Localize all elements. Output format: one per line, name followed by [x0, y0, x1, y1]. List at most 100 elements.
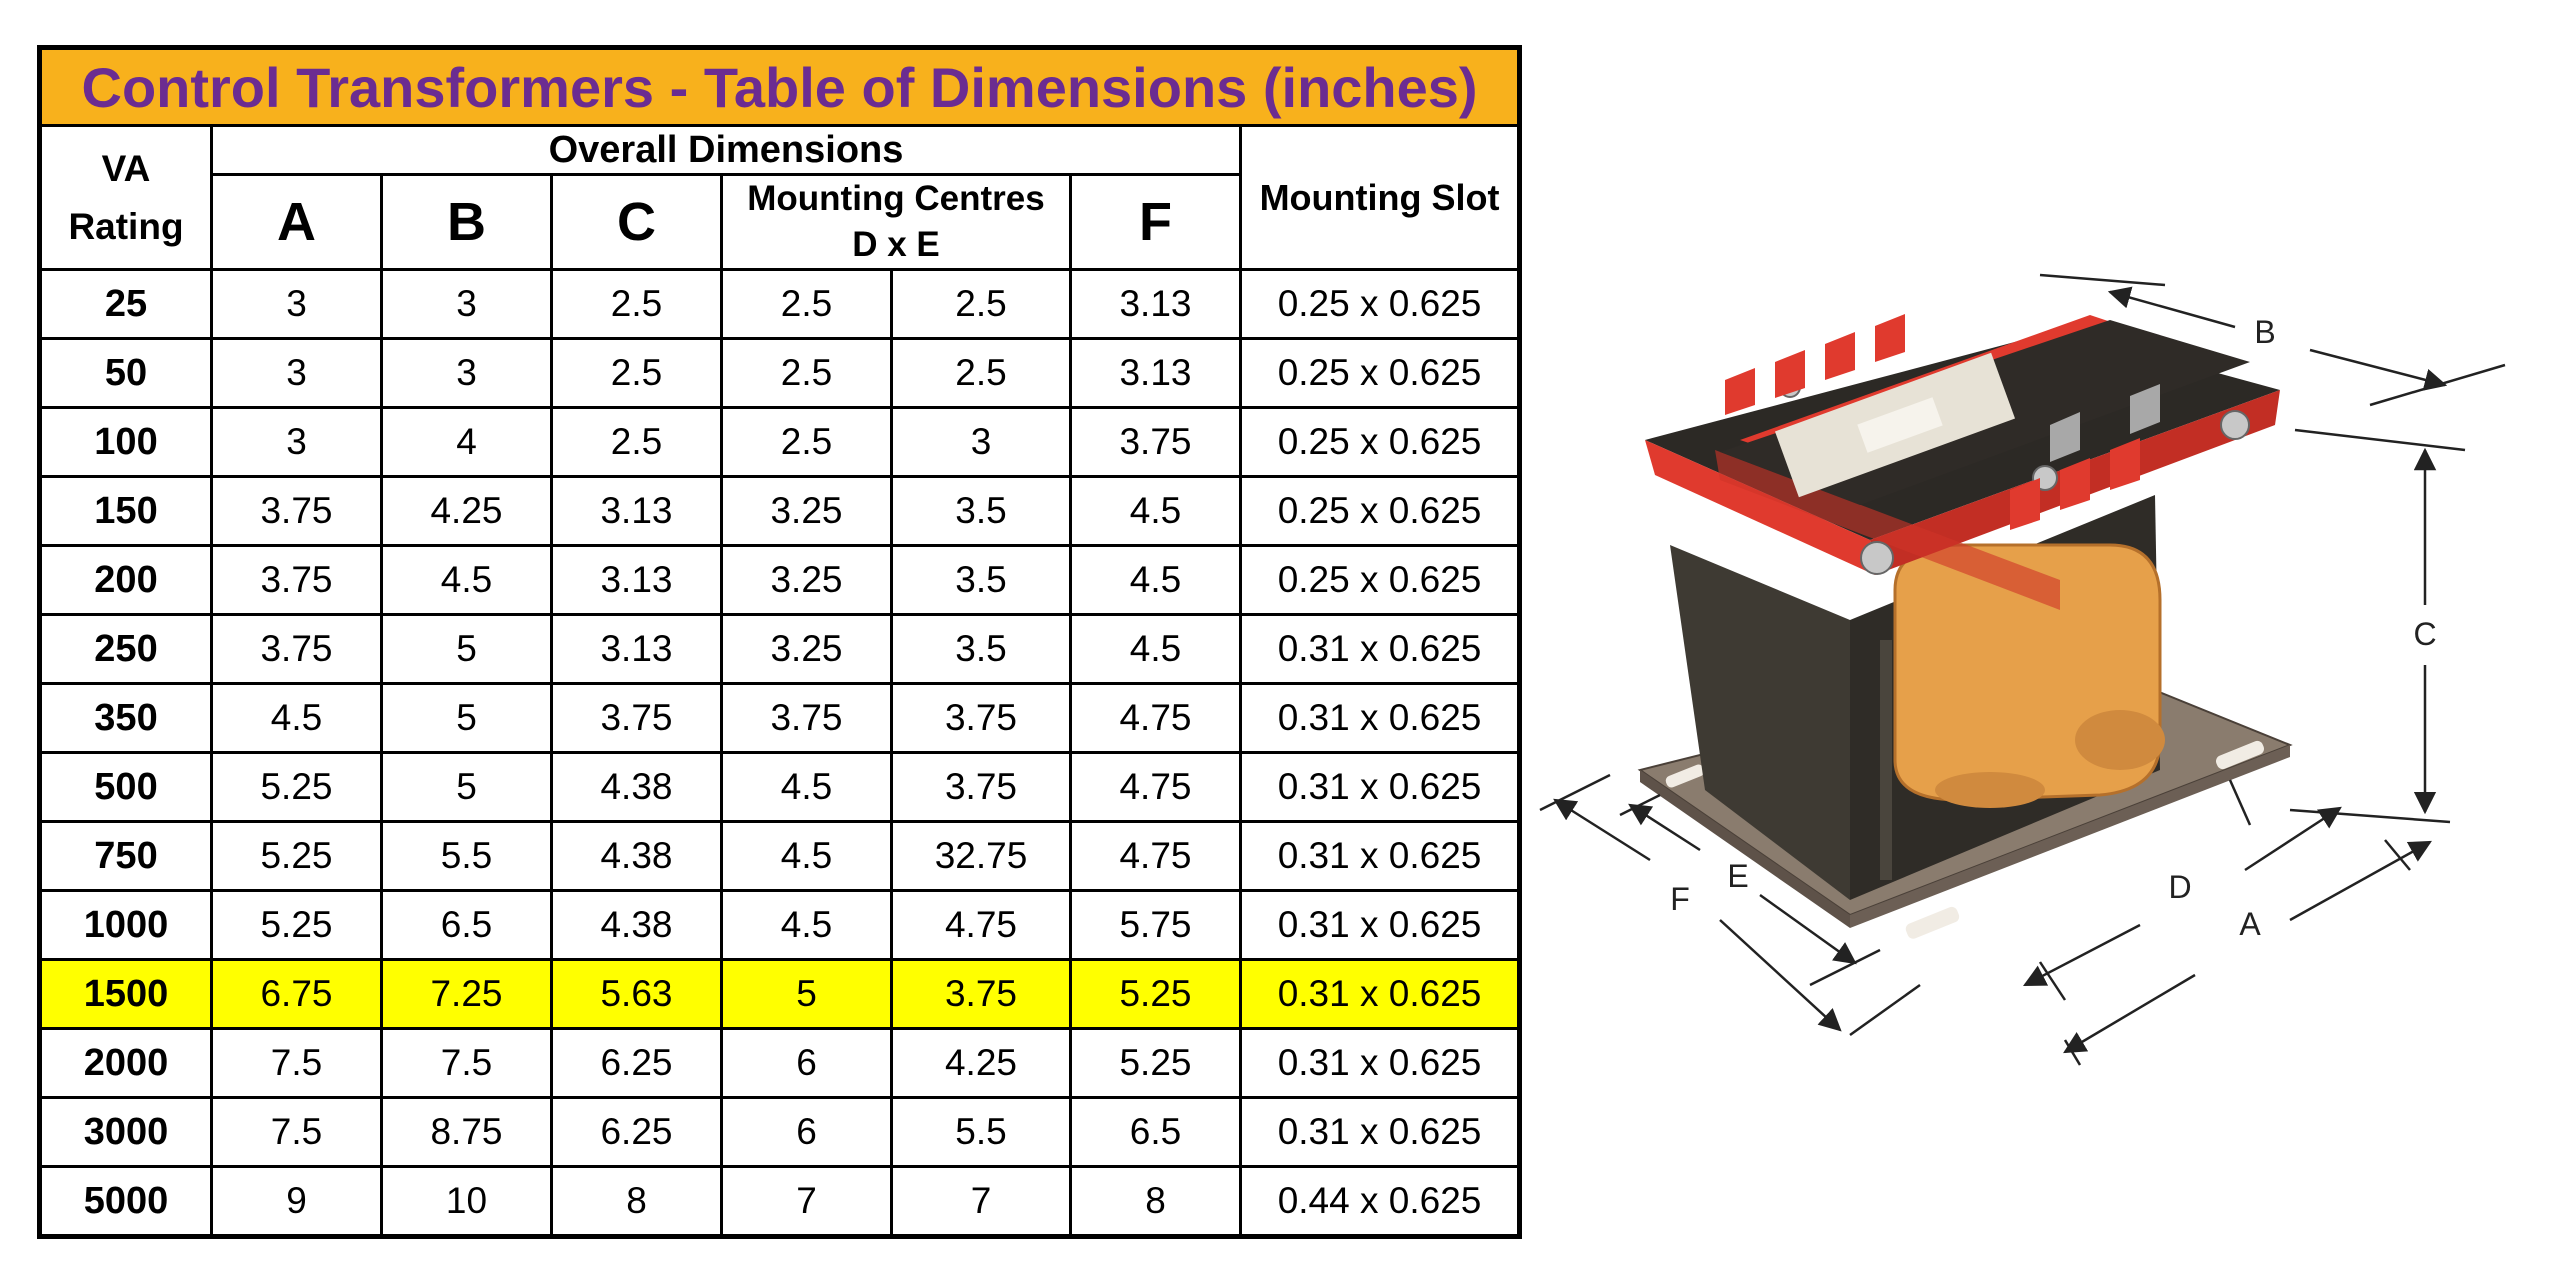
table-row: 500 5.25 5 4.38 4.5 3.75 4.75 0.31 x 0.625 [38, 751, 1522, 823]
cell-d: 3.75 [720, 682, 893, 754]
cell-b: 8.75 [380, 1096, 553, 1168]
cell-b: 4 [380, 406, 553, 478]
cell-slot: 0.31 x 0.625 [1238, 820, 1522, 892]
cell-e: 32.75 [890, 820, 1072, 892]
table-title: Control Transformers - Table of Dimensio… [37, 46, 1522, 127]
cell-slot: 0.25 x 0.625 [1238, 268, 1522, 340]
dim-label-d: D [2168, 869, 2191, 905]
cell-e: 3.5 [890, 544, 1072, 616]
dim-label-a: A [2239, 906, 2261, 942]
header-va-rating: VA Rating [38, 124, 213, 271]
cell-d: 6 [720, 1096, 893, 1168]
cell-f: 6.5 [1069, 1096, 1242, 1168]
cell-e: 4.25 [890, 1027, 1072, 1099]
cell-va: 250 [38, 613, 213, 685]
cell-slot: 0.25 x 0.625 [1238, 337, 1522, 409]
cell-va: 50 [38, 337, 213, 409]
cell-f: 4.75 [1069, 751, 1242, 823]
cell-va: 25 [38, 268, 213, 340]
cell-a: 5.25 [210, 751, 383, 823]
cell-b: 3 [380, 337, 553, 409]
cell-d: 3.25 [720, 475, 893, 547]
dim-label-e: E [1727, 858, 1748, 894]
header-mounting-slot: Mounting Slot [1238, 124, 1522, 271]
cell-a: 5.25 [210, 889, 383, 961]
dim-label-f: F [1670, 881, 1690, 917]
dimension-lines [1539, 273, 2506, 1066]
cell-b: 7.25 [380, 958, 553, 1030]
table-row: 350 4.5 5 3.75 3.75 3.75 4.75 0.31 x 0.625 [38, 682, 1522, 754]
dimensions-table: Control Transformers - Table of Dimensio… [37, 45, 1523, 1239]
cell-f: 5.75 [1069, 889, 1242, 961]
cell-c: 4.38 [550, 889, 723, 961]
cell-va: 750 [38, 820, 213, 892]
cell-c: 2.5 [550, 406, 723, 478]
header-overall-dimensions: Overall Dimensions [210, 124, 1242, 176]
table-row: 150 3.75 4.25 3.13 3.25 3.5 4.5 0.25 x 0.625 [38, 475, 1522, 547]
cell-e: 3.5 [890, 475, 1072, 547]
cell-b: 4.5 [380, 544, 553, 616]
cell-slot: 0.31 x 0.625 [1238, 889, 1522, 961]
dim-label-b: B [2254, 314, 2275, 350]
table-row: 3000 7.5 8.75 6.25 6 5.5 6.5 0.31 x 0.625 [38, 1096, 1522, 1168]
cell-va: 5000 [38, 1165, 213, 1238]
cell-f: 4.75 [1069, 820, 1242, 892]
cell-a: 3.75 [210, 475, 383, 547]
cell-e: 7 [890, 1165, 1072, 1238]
cell-d: 3.25 [720, 544, 893, 616]
header-mounting-centres: Mounting Centres D x E [720, 173, 1072, 271]
cell-f: 4.5 [1069, 544, 1242, 616]
cell-a: 3.75 [210, 613, 383, 685]
cell-f: 4.5 [1069, 613, 1242, 685]
cell-d: 4.5 [720, 751, 893, 823]
cell-slot: 0.25 x 0.625 [1238, 406, 1522, 478]
cell-d: 4.5 [720, 820, 893, 892]
transformer-dimension-figure: B C D A E F [1539, 273, 2506, 1066]
table-row: 100 3 4 2.5 2.5 3 3.75 0.25 x 0.625 [38, 406, 1522, 478]
cell-va: 3000 [38, 1096, 213, 1168]
cell-f: 3.75 [1069, 406, 1242, 478]
cell-c: 2.5 [550, 268, 723, 340]
cell-f: 8 [1069, 1165, 1242, 1238]
dim-label-c: C [2413, 616, 2436, 652]
cell-f: 5.25 [1069, 1027, 1242, 1099]
cell-slot: 0.31 x 0.625 [1238, 1096, 1522, 1168]
cell-e: 5.5 [890, 1096, 1072, 1168]
cell-slot: 0.44 x 0.625 [1238, 1165, 1522, 1238]
header-a: A [210, 173, 383, 271]
table-row: 750 5.25 5.5 4.38 4.5 32.75 4.75 0.31 x 0.625 [38, 820, 1522, 892]
cell-c: 3.13 [550, 544, 723, 616]
cell-c: 2.5 [550, 337, 723, 409]
cell-slot: 0.31 x 0.625 [1238, 682, 1522, 754]
cell-d: 5 [720, 958, 893, 1030]
cell-c: 4.38 [550, 820, 723, 892]
table-row: 1000 5.25 6.5 4.38 4.5 4.75 5.75 0.31 x 0.625 [38, 889, 1522, 961]
dimension-labels: B C D A E F [1670, 314, 2436, 942]
cell-d: 2.5 [720, 337, 893, 409]
cell-a: 3.75 [210, 544, 383, 616]
cell-a: 4.5 [210, 682, 383, 754]
cell-a: 3 [210, 406, 383, 478]
cell-d: 7 [720, 1165, 893, 1238]
cell-e: 3.5 [890, 613, 1072, 685]
table-row: 50 3 3 2.5 2.5 2.5 3.13 0.25 x 0.625 [38, 337, 1522, 409]
cell-a: 9 [210, 1165, 383, 1238]
cell-e: 2.5 [890, 268, 1072, 340]
cell-f: 3.13 [1069, 268, 1242, 340]
table-row: 200 3.75 4.5 3.13 3.25 3.5 4.5 0.25 x 0.625 [38, 544, 1522, 616]
cell-b: 7.5 [380, 1027, 553, 1099]
cell-c: 3.13 [550, 613, 723, 685]
cell-d: 2.5 [720, 268, 893, 340]
cell-e: 2.5 [890, 337, 1072, 409]
header-c: C [550, 173, 723, 271]
cell-va: 100 [38, 406, 213, 478]
cell-b: 3 [380, 268, 553, 340]
cell-a: 3 [210, 268, 383, 340]
cell-b: 4.25 [380, 475, 553, 547]
table-row-highlighted: 1500 6.75 7.25 5.63 5 3.75 5.25 0.31 x 0.625 [38, 958, 1522, 1030]
terminal-frame [1645, 314, 2280, 610]
cell-va: 350 [38, 682, 213, 754]
cell-va: 500 [38, 751, 213, 823]
cell-c: 8 [550, 1165, 723, 1238]
cell-f: 5.25 [1069, 958, 1242, 1030]
